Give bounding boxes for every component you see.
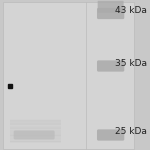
Text: 43 kDa: 43 kDa [115, 6, 147, 15]
FancyBboxPatch shape [10, 141, 62, 142]
FancyBboxPatch shape [97, 129, 124, 141]
FancyBboxPatch shape [3, 2, 134, 148]
FancyBboxPatch shape [10, 132, 62, 133]
FancyBboxPatch shape [10, 135, 62, 136]
FancyBboxPatch shape [10, 134, 62, 135]
FancyBboxPatch shape [14, 130, 55, 140]
Text: 25 kDa: 25 kDa [115, 128, 147, 136]
FancyBboxPatch shape [10, 136, 62, 137]
FancyBboxPatch shape [10, 133, 62, 134]
FancyBboxPatch shape [10, 127, 62, 129]
FancyBboxPatch shape [10, 120, 62, 121]
FancyBboxPatch shape [10, 139, 62, 140]
FancyBboxPatch shape [10, 128, 62, 129]
Text: 35 kDa: 35 kDa [115, 58, 147, 68]
FancyBboxPatch shape [98, 1, 124, 13]
FancyBboxPatch shape [10, 141, 62, 142]
FancyBboxPatch shape [10, 126, 62, 127]
FancyBboxPatch shape [10, 127, 62, 128]
FancyBboxPatch shape [10, 140, 62, 141]
FancyBboxPatch shape [97, 8, 124, 19]
FancyBboxPatch shape [10, 124, 62, 125]
FancyBboxPatch shape [10, 123, 62, 125]
FancyBboxPatch shape [10, 122, 62, 123]
FancyBboxPatch shape [10, 123, 62, 124]
FancyBboxPatch shape [10, 129, 62, 130]
FancyBboxPatch shape [10, 120, 62, 122]
FancyBboxPatch shape [97, 60, 124, 72]
